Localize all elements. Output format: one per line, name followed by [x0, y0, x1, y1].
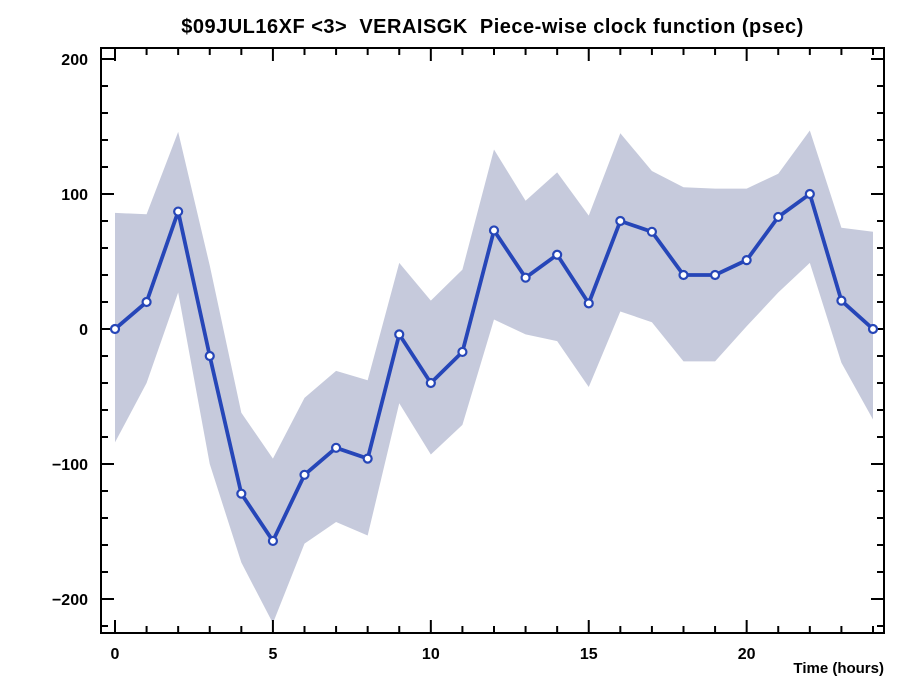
data-point-marker: [204, 350, 215, 362]
data-point-marker: [362, 453, 373, 464]
y-tick-label: 0: [79, 322, 88, 339]
chart-title: $09JUL16XF <3> VERAISGK Piece-wise clock…: [181, 16, 804, 38]
data-point-marker: [520, 272, 531, 283]
data-point-marker: [330, 442, 342, 453]
data-point-marker: [299, 469, 310, 480]
y-tick-label: 200: [61, 52, 88, 69]
data-point-marker: [615, 215, 626, 227]
x-tick-label: 10: [422, 646, 440, 663]
data-point-marker: [836, 295, 847, 306]
data-point-marker: [867, 323, 879, 335]
data-point-marker: [709, 269, 721, 281]
data-point-marker: [425, 377, 436, 389]
data-point-marker: [488, 225, 500, 236]
y-tick-label: −200: [52, 592, 88, 609]
data-point-marker: [173, 206, 184, 217]
data-point-marker: [678, 269, 689, 281]
data-point-marker: [457, 346, 468, 358]
data-point-marker: [773, 211, 784, 223]
data-point-marker: [394, 329, 405, 340]
uncertainty-band: [115, 130, 873, 624]
data-point-marker: [646, 226, 658, 237]
x-axis-title: Time (hours): [793, 660, 884, 677]
data-point-marker: [267, 535, 279, 547]
y-tick-label: −100: [52, 457, 88, 474]
data-point-marker: [741, 255, 752, 266]
data-point-marker: [804, 188, 815, 200]
data-point-marker: [583, 298, 594, 309]
x-tick-label: 15: [580, 646, 598, 663]
x-tick-label: 20: [738, 646, 756, 663]
x-tick-label: 0: [111, 646, 120, 663]
axis-frame: [100, 47, 885, 634]
data-point-marker: [141, 296, 152, 308]
x-tick-label: 5: [268, 646, 277, 663]
y-tick-label: 100: [61, 187, 88, 204]
data-point-marker: [552, 249, 563, 260]
data-point-marker: [109, 323, 121, 335]
data-point-marker: [236, 488, 247, 499]
